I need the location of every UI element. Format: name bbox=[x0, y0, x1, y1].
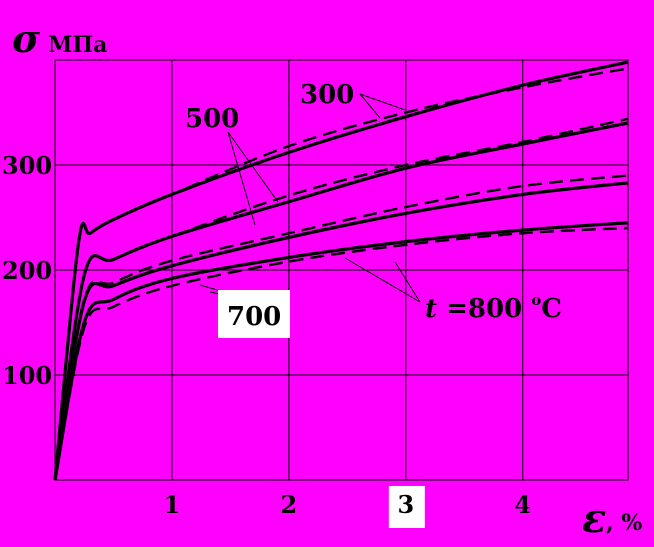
y-axis-symbol: σ bbox=[12, 16, 41, 61]
grid: 1 2 3 4 100 200 300 bbox=[2, 59, 629, 528]
series-dashed-line-1 bbox=[53, 67, 629, 481]
series-dashed-line-7 bbox=[53, 226, 629, 481]
leader-line bbox=[359, 93, 406, 111]
leader-line bbox=[394, 261, 421, 303]
y-tick-label: 200 bbox=[2, 256, 52, 285]
label-700-box bbox=[218, 290, 290, 338]
y-tick-label: 300 bbox=[2, 151, 52, 180]
series-group bbox=[53, 60, 629, 481]
label-300: 300 bbox=[300, 80, 354, 110]
label-800: t =800 oC bbox=[425, 291, 562, 324]
label-800-unit: C bbox=[541, 294, 562, 324]
x-axis-symbol: ε bbox=[582, 495, 606, 542]
x-tick-label: 1 bbox=[164, 490, 181, 519]
leader-line bbox=[227, 131, 279, 203]
leader-line bbox=[344, 257, 421, 303]
x-tick-highlight bbox=[388, 486, 425, 528]
label-500: 500 bbox=[185, 104, 239, 134]
x-tick-label: 2 bbox=[281, 490, 298, 519]
label-800-value: =800 bbox=[437, 294, 531, 324]
x-tick-label: 4 bbox=[514, 490, 531, 519]
series-solid-line-6 bbox=[53, 221, 629, 481]
x-axis-unit: , % bbox=[606, 510, 642, 536]
label-800-symbol: t bbox=[425, 294, 437, 324]
leader-line bbox=[227, 131, 256, 226]
label-800-degree: o bbox=[531, 291, 541, 309]
y-axis-unit: МПа bbox=[48, 32, 107, 58]
leader-line bbox=[359, 93, 381, 119]
series-dashed-line-5 bbox=[53, 174, 629, 481]
y-tick-label: 100 bbox=[2, 361, 52, 390]
label-700: 700 bbox=[227, 302, 281, 332]
series-dashed-line-3 bbox=[53, 117, 629, 481]
x-tick-label: 3 bbox=[397, 490, 414, 519]
